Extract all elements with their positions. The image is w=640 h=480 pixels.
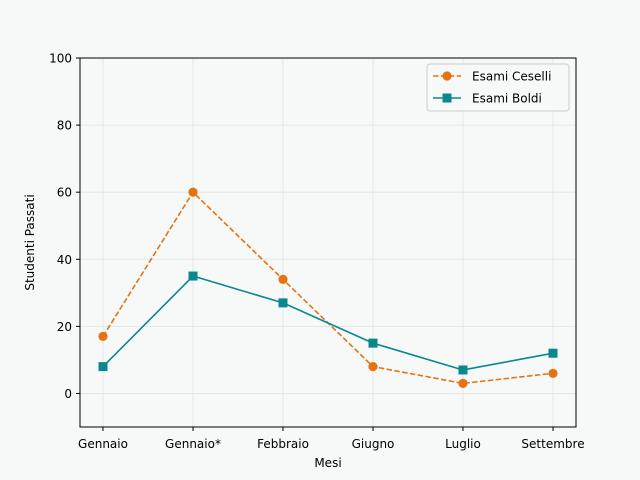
legend-label-ceselli: Esami Ceselli <box>472 70 551 84</box>
data-point-circle <box>98 331 108 342</box>
y-axis-label: Studenti Passati <box>23 194 37 290</box>
y-tick-label: 0 <box>64 387 72 401</box>
data-point-square <box>458 365 468 375</box>
x-tick-label: Settembre <box>521 437 584 451</box>
legend-box <box>426 63 570 112</box>
x-tick-label: Luglio <box>445 437 481 451</box>
plot-frame <box>79 57 577 428</box>
data-point-circle <box>368 362 378 372</box>
legend-label-boldi: Esami Boldi <box>472 92 542 106</box>
x-axis-label: Mesi <box>314 456 341 470</box>
y-tick-label: 80 <box>57 119 72 133</box>
legend-marker-boldi <box>442 93 452 103</box>
y-tick-label: 60 <box>57 186 72 200</box>
data-point-square <box>548 348 558 358</box>
series-layer <box>98 187 558 388</box>
data-point-square <box>278 298 288 308</box>
data-point-circle <box>188 187 198 197</box>
series-line-1 <box>102 275 554 371</box>
data-point-circle <box>458 378 468 388</box>
x-axis-ticks: Gennaio Gennaio* Febbraio Giugno Luglio Sette… <box>78 427 585 451</box>
y-tick-label: 20 <box>57 320 72 334</box>
y-tick-label: 40 <box>57 253 72 267</box>
y-tick-label: 100 <box>49 52 72 66</box>
plot-area <box>80 58 576 427</box>
data-point-square <box>368 338 378 348</box>
x-tick-label: Gennaio <box>78 437 128 451</box>
x-tick-label: Giugno <box>352 437 395 451</box>
legend: Esami Ceselli Esami Boldi <box>426 63 570 112</box>
data-point-circle <box>548 368 558 378</box>
legend-marker-ceselli <box>442 71 452 81</box>
data-point-square <box>188 271 198 281</box>
x-tick-label: Gennaio* <box>165 437 221 451</box>
data-point-square <box>98 362 108 372</box>
y-axis-ticks: 0 20 40 60 80 100 <box>49 52 80 401</box>
data-point-circle <box>278 274 288 284</box>
x-tick-label: Febbraio <box>257 437 309 451</box>
